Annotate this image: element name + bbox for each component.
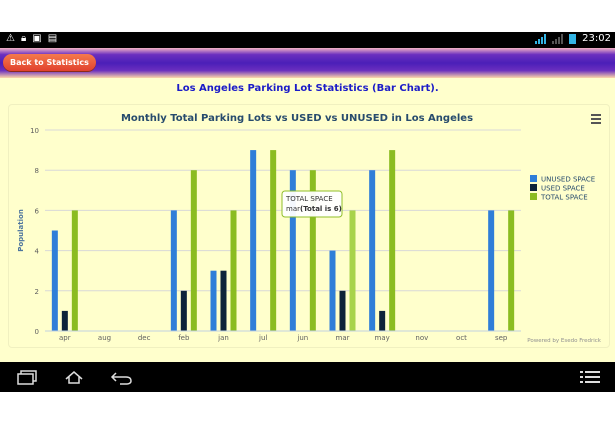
- bar-used-space-mar: [339, 290, 346, 331]
- legend-swatch: [530, 184, 537, 191]
- legend-item: USED SPACE: [541, 185, 585, 193]
- screen-bottom-margin: [0, 392, 615, 424]
- back-icon[interactable]: [110, 369, 134, 385]
- x-tick-label: nov: [415, 334, 428, 342]
- bar-unused-space-jul: [250, 150, 257, 331]
- x-tick-label: may: [375, 334, 390, 342]
- bar-unused-space-sep: [488, 210, 495, 331]
- x-tick-label: feb: [178, 334, 190, 342]
- legend-item: UNUSED SPACE: [541, 176, 595, 184]
- y-axis-label: Population: [17, 209, 25, 252]
- legend-swatch: [530, 175, 537, 182]
- back-to-statistics-button[interactable]: Back to Statistics: [3, 54, 96, 71]
- x-tick-label: oct: [456, 334, 467, 342]
- chart-menu-icon[interactable]: [591, 114, 601, 124]
- lock-icon: 🔒︎: [20, 33, 27, 44]
- recent-apps-icon[interactable]: [16, 369, 38, 385]
- y-tick-label: 8: [35, 167, 39, 175]
- chart-card: Monthly Total Parking Lots vs USED vs UN…: [8, 104, 610, 348]
- warning-icon: ⚠: [6, 33, 15, 44]
- wifi-signal-icon: [535, 33, 547, 44]
- y-tick-label: 2: [35, 288, 39, 296]
- y-tick-label: 6: [35, 207, 40, 215]
- x-tick-label: apr: [59, 334, 71, 342]
- bar-total-space-apr: [71, 210, 78, 331]
- x-tick-label: jul: [258, 334, 267, 342]
- chart-title: Monthly Total Parking Lots vs USED vs UN…: [121, 113, 473, 124]
- tooltip-text: (Total is 6): [300, 205, 342, 213]
- x-tick-label: aug: [98, 334, 111, 342]
- chat-icon: ▤: [47, 33, 58, 44]
- cell-signal-icon: [552, 33, 564, 44]
- y-tick-label: 10: [30, 127, 39, 135]
- legend-item: TOTAL SPACE: [540, 194, 588, 202]
- bar-total-space-may: [389, 150, 396, 331]
- status-time: 23:02: [582, 33, 611, 44]
- tooltip-title: TOTAL SPACE: [285, 195, 333, 203]
- tooltip-value: mar(Total is 6): [286, 205, 342, 213]
- bar-unused-space-mar: [329, 250, 336, 331]
- home-icon[interactable]: [64, 369, 84, 385]
- legend-swatch: [530, 193, 537, 200]
- x-tick-label: sep: [495, 334, 508, 342]
- overflow-menu-icon[interactable]: [580, 371, 600, 385]
- chart-credits: Powered by Esedo Fredrick: [527, 338, 602, 344]
- bar-total-space-jan: [230, 210, 237, 331]
- bar-total-space-mar: [349, 210, 356, 331]
- bar-used-space-feb: [180, 290, 187, 331]
- app-content: Back to Statistics Los Angeles Parking L…: [0, 48, 615, 362]
- bar-used-space-may: [379, 310, 386, 331]
- bar-total-space-jul: [270, 150, 277, 331]
- bar-chart: Monthly Total Parking Lots vs USED vs UN…: [17, 113, 602, 344]
- x-tick-label: jun: [296, 334, 308, 342]
- screen-top-margin: [0, 0, 615, 32]
- battery-icon: [569, 33, 577, 44]
- bar-unused-space-apr: [51, 230, 58, 331]
- x-tick-label: jan: [217, 334, 229, 342]
- tooltip-box: [281, 190, 343, 218]
- page-title: Los Angeles Parking Lot Statistics (Bar …: [176, 83, 439, 94]
- image-icon: ▣: [32, 33, 42, 44]
- bar-total-space-feb: [190, 170, 197, 331]
- y-tick-label: 0: [35, 328, 39, 336]
- bar-used-space-jan: [220, 270, 227, 331]
- bar-unused-space-may: [369, 170, 376, 331]
- bar-total-space-jun: [309, 170, 316, 331]
- status-bar: ⚠ 🔒︎ ▣ ▤ 23:02: [0, 32, 615, 48]
- tooltip-category: mar: [286, 205, 300, 213]
- header-bar: Back to Statistics: [0, 48, 615, 78]
- x-tick-label: mar: [336, 334, 350, 342]
- bar-used-space-apr: [61, 310, 68, 331]
- navigation-bar: [0, 362, 615, 392]
- bar-unused-space-jun: [289, 170, 296, 331]
- x-tick-label: dec: [138, 334, 151, 342]
- bar-total-space-sep: [508, 210, 515, 331]
- bar-unused-space-feb: [170, 210, 177, 331]
- y-tick-label: 4: [35, 248, 40, 256]
- bar-unused-space-jan: [210, 270, 217, 331]
